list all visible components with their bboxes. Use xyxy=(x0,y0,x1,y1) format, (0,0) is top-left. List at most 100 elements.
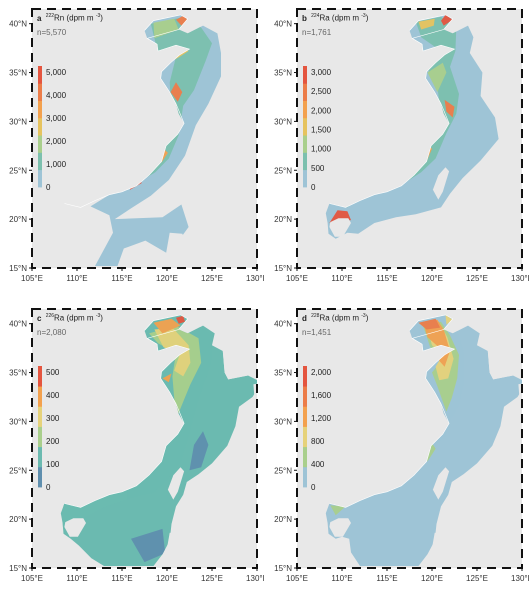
colorbar-label: 800 xyxy=(311,437,325,446)
colorbar-label: 400 xyxy=(46,391,60,400)
latitude-label: 20°N xyxy=(9,515,27,524)
landmass xyxy=(432,167,450,200)
longitude-label: 125°E xyxy=(201,574,223,583)
landmass xyxy=(487,37,518,80)
colorbar-segment xyxy=(303,135,307,153)
concentration-band xyxy=(418,18,435,30)
colorbar-label: 1,600 xyxy=(311,391,332,400)
concentration-band xyxy=(162,373,172,383)
sample-count: n=5,570 xyxy=(37,28,67,37)
colorbar-segment xyxy=(38,466,42,488)
colorbar-segment xyxy=(303,169,307,188)
colorbar-label: 3,000 xyxy=(311,68,332,77)
colorbar-label: 200 xyxy=(46,437,60,446)
landmass xyxy=(222,37,253,80)
colorbar-label: 500 xyxy=(46,368,60,377)
landmass xyxy=(430,532,454,568)
colorbar-label: 1,200 xyxy=(311,414,332,423)
colorbar-label: 0 xyxy=(311,183,316,192)
latitude-label: 20°N xyxy=(274,215,292,224)
colorbar-label: 0 xyxy=(311,483,316,492)
colorbar-label: 4,000 xyxy=(46,91,67,100)
longitude-label: 125°E xyxy=(466,574,488,583)
concentration-band xyxy=(441,14,453,26)
landmass xyxy=(165,532,189,568)
colorbar-label: 1,000 xyxy=(311,145,332,154)
landmass xyxy=(167,167,185,200)
panel-title: a 222Rn (dpm m -3) xyxy=(37,13,103,23)
longitude-label: 130°E xyxy=(246,274,264,283)
longitude-label: 115°E xyxy=(111,574,132,583)
longitude-label: 125°E xyxy=(201,274,223,283)
colorbar-label: 0 xyxy=(46,183,51,192)
colorbar-label: 100 xyxy=(46,460,60,469)
latitude-label: 15°N xyxy=(9,264,27,273)
concentration-band xyxy=(131,528,166,563)
landmass xyxy=(329,518,351,537)
landmass xyxy=(487,337,518,380)
longitude-label: 105°E xyxy=(286,574,308,583)
longitude-label: 130°E xyxy=(511,274,529,283)
colorbar-label: 400 xyxy=(311,460,325,469)
latitude-label: 15°N xyxy=(274,264,292,273)
sea-area xyxy=(325,14,499,239)
landmass xyxy=(167,467,185,500)
panel-title: d 228Ra (dpm m -3) xyxy=(302,313,369,323)
longitude-label: 105°E xyxy=(286,274,308,283)
concentration-band xyxy=(445,314,453,325)
map-panel-d: 40°N 35°N 30°N 25°N 20°N 15°N 105°E 110°E 115°E 1… xyxy=(265,300,529,599)
colorbar-label: 2,000 xyxy=(311,106,332,115)
latitude-label: 25°N xyxy=(9,166,27,175)
colorbar-label: 500 xyxy=(311,164,325,173)
colorbar-segment xyxy=(303,446,307,468)
concentration-band xyxy=(176,315,185,324)
colorbar-segment xyxy=(38,66,42,84)
colorbar-segment xyxy=(303,83,307,101)
sample-count: n=2,080 xyxy=(37,328,67,337)
colorbar-segment xyxy=(303,152,307,171)
colorbar-segment xyxy=(38,117,42,136)
latitude-label: 30°N xyxy=(9,117,27,126)
colorbar-label: 1,000 xyxy=(46,160,67,169)
colorbar-segment xyxy=(303,426,307,448)
latitude-label: 40°N xyxy=(274,20,292,29)
map-panel-b: 40°N 35°N 30°N 25°N 20°N 15°N 105°E 110°E 115°E 1… xyxy=(265,0,529,299)
concentration-band xyxy=(330,505,346,516)
landmass xyxy=(64,218,86,237)
latitude-label: 40°N xyxy=(9,20,27,29)
colorbar-label: 300 xyxy=(46,414,60,423)
colorbar-segment xyxy=(38,386,42,407)
landmass xyxy=(64,518,86,537)
colorbar-segment xyxy=(38,169,42,188)
colorbar-segment xyxy=(303,366,307,387)
landmass xyxy=(430,232,454,268)
longitude-label: 105°E xyxy=(21,274,43,283)
colorbar-segment xyxy=(38,406,42,427)
latitude-label: 40°N xyxy=(9,320,27,329)
map-panel-c: 40°N 35°N 30°N 25°N 20°N 15°N 105°E 110°E 115°E 1… xyxy=(0,300,264,599)
colorbar-label: 2,000 xyxy=(311,368,332,377)
latitude-label: 25°N xyxy=(274,466,292,475)
sample-count: n=1,451 xyxy=(302,328,332,337)
latitude-label: 30°N xyxy=(9,417,27,426)
landmass xyxy=(432,467,450,500)
concentration-band xyxy=(99,17,212,196)
colorbar-segment xyxy=(38,152,42,171)
latitude-label: 25°N xyxy=(274,166,292,175)
landmass xyxy=(329,218,351,237)
colorbar-segment xyxy=(303,466,307,488)
concentration-band xyxy=(154,327,191,377)
longitude-label: 115°E xyxy=(111,274,132,283)
latitude-label: 15°N xyxy=(9,564,27,573)
concentration-band xyxy=(444,99,455,118)
concentration-band xyxy=(418,318,441,330)
latitude-label: 30°N xyxy=(274,117,292,126)
coastline xyxy=(329,314,456,508)
colorbar-segment xyxy=(303,66,307,84)
colorbar-segment xyxy=(38,446,42,468)
longitude-label: 115°E xyxy=(376,274,397,283)
map-frame xyxy=(296,308,523,569)
